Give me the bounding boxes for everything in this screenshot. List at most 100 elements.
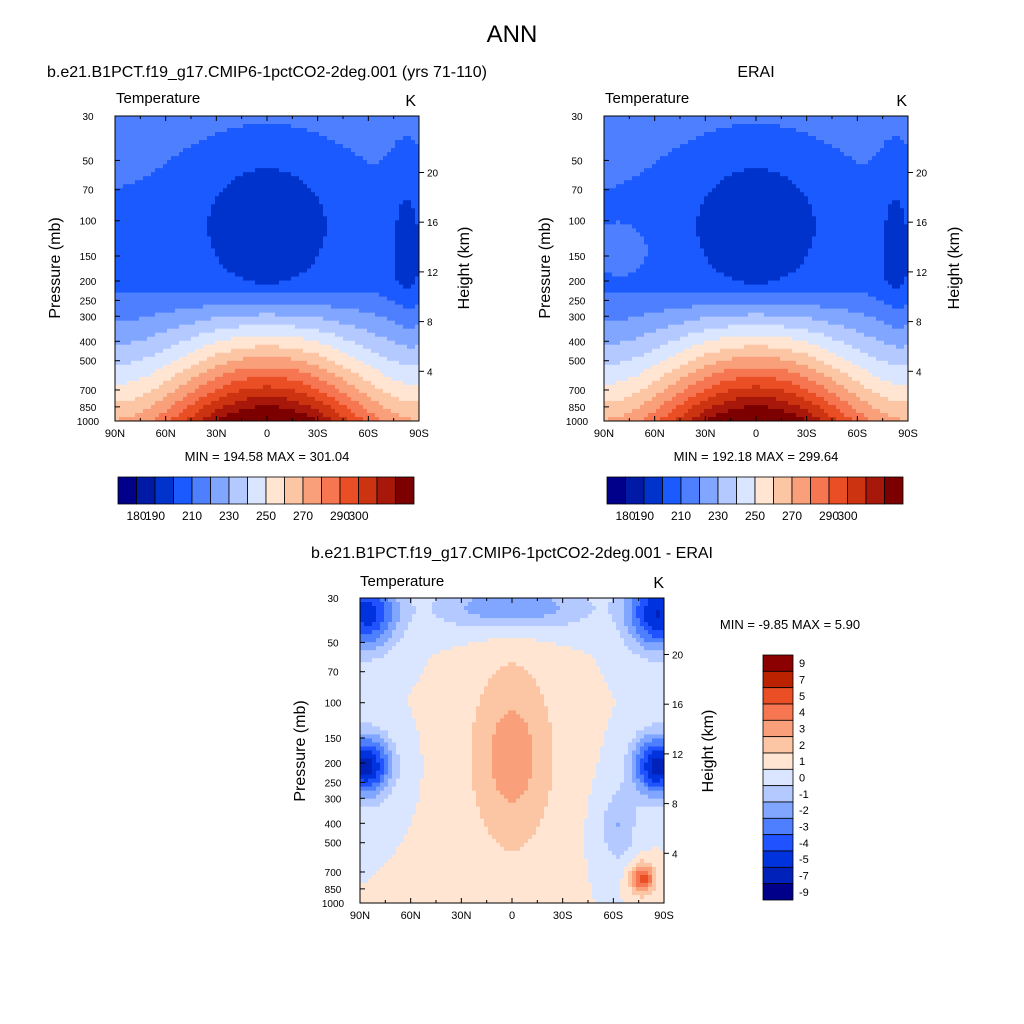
contour-cell bbox=[187, 300, 192, 306]
contour-cell bbox=[175, 288, 180, 294]
contour-cell bbox=[183, 376, 188, 382]
contour-cell bbox=[343, 164, 348, 169]
contour-cell bbox=[207, 196, 212, 201]
contour-cell bbox=[219, 260, 224, 266]
contour-cell bbox=[295, 208, 300, 213]
contour-cell bbox=[223, 328, 228, 334]
contour-cell bbox=[275, 164, 280, 169]
contour-cell bbox=[155, 308, 160, 314]
contour-cell bbox=[223, 324, 228, 330]
contour-cell bbox=[259, 316, 264, 322]
contour-cell bbox=[299, 224, 304, 229]
contour-cell bbox=[311, 168, 316, 173]
contour-cell bbox=[359, 300, 364, 306]
contour-cell bbox=[147, 360, 152, 366]
contour-cell bbox=[239, 316, 244, 322]
contour-cell bbox=[343, 308, 348, 314]
contour-cell bbox=[355, 148, 360, 153]
contour-cell bbox=[307, 272, 312, 278]
contour-cell bbox=[311, 140, 316, 145]
contour-cell bbox=[375, 308, 380, 314]
contour-cell bbox=[347, 344, 352, 350]
contour-cell bbox=[151, 300, 156, 306]
contour-cell bbox=[195, 240, 200, 246]
contour-cell bbox=[171, 372, 176, 378]
contour-cell bbox=[179, 372, 184, 378]
contour-cell bbox=[375, 180, 380, 185]
contour-cell bbox=[171, 120, 176, 125]
contour-cell bbox=[167, 348, 172, 354]
contour-cell bbox=[263, 116, 268, 121]
contour-cell bbox=[163, 248, 168, 254]
contour-cell bbox=[299, 204, 304, 209]
contour-cell bbox=[179, 128, 184, 133]
contour-cell bbox=[383, 228, 388, 233]
contour-cell bbox=[215, 180, 220, 185]
contour-cell bbox=[115, 212, 120, 217]
contour-cell bbox=[403, 312, 408, 318]
contour-cell bbox=[171, 236, 176, 241]
contour-cell bbox=[179, 364, 184, 370]
contour-cell bbox=[135, 228, 140, 233]
contour-cell bbox=[403, 212, 408, 217]
contour-cell bbox=[223, 356, 228, 362]
contour-cell bbox=[383, 300, 388, 306]
contour-cell bbox=[131, 140, 136, 145]
contour-cell bbox=[139, 212, 144, 217]
contour-cell bbox=[307, 376, 312, 382]
contour-cell bbox=[259, 264, 264, 270]
contour-cell bbox=[147, 220, 152, 225]
contour-cell bbox=[251, 120, 256, 125]
contour-cell bbox=[231, 352, 236, 358]
contour-cell bbox=[115, 248, 120, 254]
contour-cell bbox=[235, 224, 240, 229]
contour-cell bbox=[299, 252, 304, 258]
contour-cell bbox=[199, 364, 204, 370]
contour-cell bbox=[179, 120, 184, 125]
contour-cell bbox=[367, 152, 372, 157]
contour-cell bbox=[203, 164, 208, 169]
contour-cell bbox=[183, 268, 188, 274]
contour-cell bbox=[231, 356, 236, 362]
contour-cell bbox=[167, 344, 172, 350]
contour-cell bbox=[155, 260, 160, 266]
contour-cell bbox=[347, 212, 352, 217]
contour-cell bbox=[139, 356, 144, 362]
contour-cell bbox=[175, 376, 180, 382]
contour-cell bbox=[239, 320, 244, 326]
contour-cell bbox=[291, 132, 296, 137]
contour-cell bbox=[203, 356, 208, 362]
contour-cell bbox=[331, 148, 336, 153]
contour-cell bbox=[151, 332, 156, 338]
contour-cell bbox=[387, 276, 392, 282]
contour-cell bbox=[135, 224, 140, 229]
contour-cell bbox=[283, 200, 288, 205]
contour-cell bbox=[191, 340, 196, 346]
contour-cell bbox=[207, 268, 212, 274]
contour-cell bbox=[411, 356, 416, 362]
contour-cell bbox=[155, 252, 160, 258]
contour-cell bbox=[371, 188, 376, 193]
contour-cell bbox=[155, 256, 160, 262]
contour-cell bbox=[191, 324, 196, 330]
contour-cell bbox=[323, 320, 328, 326]
contour-cell bbox=[299, 132, 304, 137]
contour-cell bbox=[307, 228, 312, 233]
contour-cell bbox=[331, 152, 336, 157]
contour-cell bbox=[167, 204, 172, 209]
contour-cell bbox=[415, 120, 419, 125]
contour-cell bbox=[403, 316, 408, 322]
contour-cell bbox=[227, 176, 232, 181]
contour-cell bbox=[375, 352, 380, 358]
contour-cell bbox=[203, 372, 208, 378]
contour-cell bbox=[387, 364, 392, 370]
contour-cell bbox=[403, 140, 408, 145]
contour-cell bbox=[399, 304, 404, 310]
contour-cell bbox=[115, 304, 120, 310]
contour-cell bbox=[343, 200, 348, 205]
contour-cell bbox=[247, 296, 252, 302]
contour-cell bbox=[351, 160, 356, 165]
contour-cell bbox=[371, 344, 376, 350]
contour-cell bbox=[323, 252, 328, 258]
contour-cell bbox=[311, 376, 316, 382]
